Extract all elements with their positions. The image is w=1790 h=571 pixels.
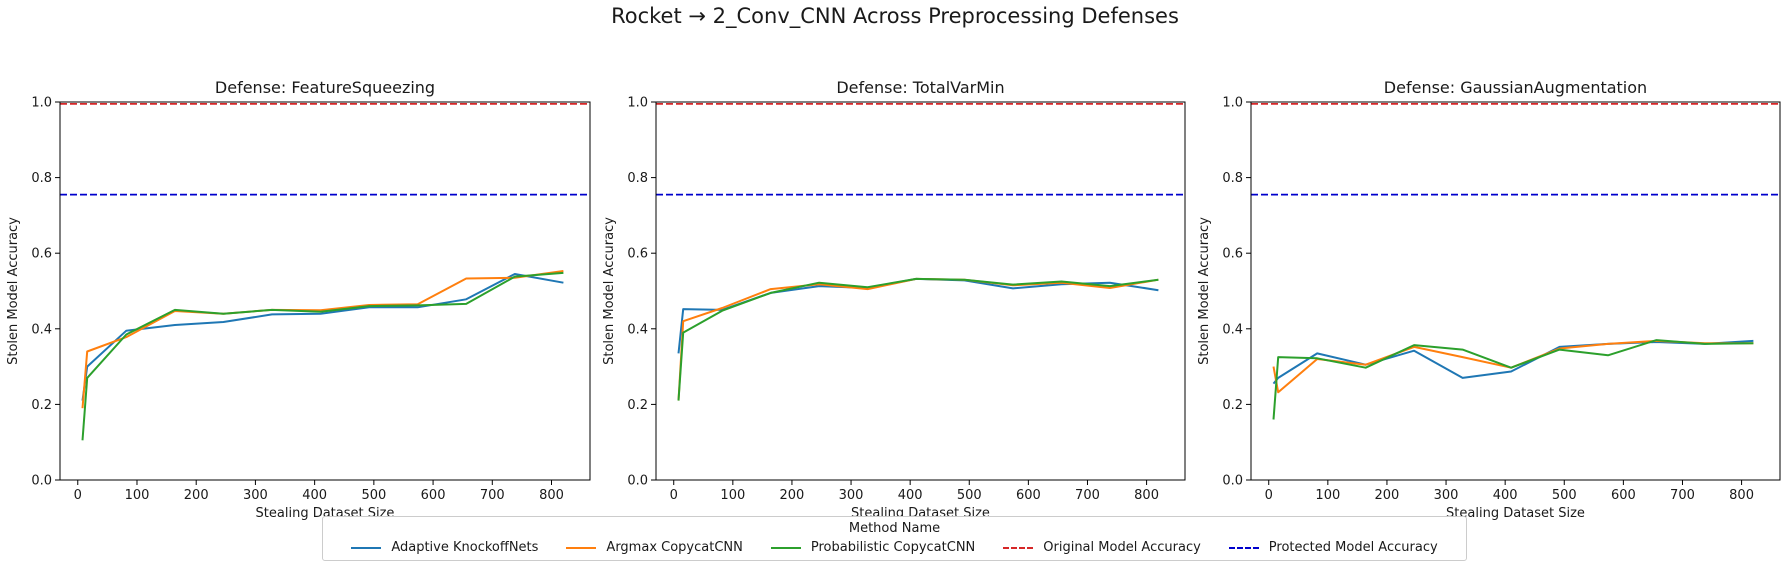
axes-frame xyxy=(1250,101,1781,481)
x-axis-label: Stealing Dataset Size xyxy=(1446,506,1585,521)
y-tick-label: 0.8 xyxy=(1222,171,1243,186)
legend-items: Adaptive KnockoffNets Argmax CopycatCNN Pr… xyxy=(323,540,1466,555)
y-axis-label: Stolen Model Accuracy xyxy=(602,217,617,365)
y-tick-label: 0.4 xyxy=(31,322,52,337)
x-tick-label: 800 xyxy=(1134,488,1159,503)
x-tick-label: 500 xyxy=(1552,488,1577,503)
legend-item: Argmax CopycatCNN xyxy=(566,540,743,555)
x-tick-label: 500 xyxy=(957,488,982,503)
x-tick-label: 500 xyxy=(361,488,386,503)
x-tick-label: 100 xyxy=(125,488,150,503)
x-tick-label: 800 xyxy=(539,488,564,503)
x-tick-label: 400 xyxy=(1493,488,1518,503)
legend-swatch xyxy=(1228,546,1259,549)
y-tick-label: 1.0 xyxy=(1222,96,1243,111)
legend-item: Adaptive KnockoffNets xyxy=(351,540,538,555)
y-axis-label: Stolen Model Accuracy xyxy=(6,217,21,365)
legend-swatch xyxy=(770,546,801,549)
legend-item: Protected Model Accuracy xyxy=(1228,540,1438,555)
x-tick-label: 600 xyxy=(1016,488,1041,503)
x-tick-label: 0 xyxy=(74,488,82,503)
x-tick-label: 200 xyxy=(184,488,209,503)
legend-item: Probabilistic CopycatCNN xyxy=(770,540,976,555)
y-tick-label: 1.0 xyxy=(627,96,648,111)
subplot-1: Defense: FeatureSqueezing 0 100 200 300 400 50… xyxy=(6,78,591,521)
x-tick-label: 100 xyxy=(1315,488,1340,503)
y-tick-label: 0.4 xyxy=(1222,322,1243,337)
x-tick-label: 400 xyxy=(898,488,923,503)
y-tick-label: 0.6 xyxy=(1222,247,1243,262)
series-line xyxy=(677,277,1159,354)
y-tick-label: 0.2 xyxy=(627,398,648,413)
x-tick-label: 0 xyxy=(1265,488,1273,503)
x-tick-label: 300 xyxy=(839,488,864,503)
y-tick-label: 0.8 xyxy=(627,171,648,186)
y-tick-label: 0.6 xyxy=(31,247,52,262)
x-tick-label: 0 xyxy=(670,488,678,503)
legend: Method Name Adaptive KnockoffNets Argmax … xyxy=(322,516,1467,561)
x-tick-label: 100 xyxy=(720,488,745,503)
series-line xyxy=(1272,339,1754,420)
y-axis-label: Stolen Model Accuracy xyxy=(1197,217,1212,365)
legend-item: Original Model Accuracy xyxy=(1003,540,1201,555)
y-tick-label: 0.2 xyxy=(31,398,52,413)
subplot-3: Defense: GaussianAugmentation 0 100 200 300 4… xyxy=(1197,78,1781,521)
y-tick-label: 0.0 xyxy=(1222,474,1243,489)
x-tick-label: 300 xyxy=(1434,488,1459,503)
series-line xyxy=(677,277,1159,401)
y-tick-label: 0.6 xyxy=(627,247,648,262)
legend-label: Probabilistic CopycatCNN xyxy=(810,540,976,555)
x-tick-label: 600 xyxy=(1611,488,1636,503)
x-tick-label: 200 xyxy=(780,488,805,503)
x-tick-label: 600 xyxy=(421,488,446,503)
x-tick-label: 700 xyxy=(1670,488,1695,503)
series-line xyxy=(81,270,564,409)
y-tick-label: 0.4 xyxy=(627,322,648,337)
x-tick-label: 700 xyxy=(1075,488,1100,503)
legend-swatch xyxy=(351,546,382,549)
y-tick-label: 0.2 xyxy=(1222,398,1243,413)
legend-title: Method Name xyxy=(848,521,941,536)
legend-label: Argmax CopycatCNN xyxy=(606,540,743,555)
y-tick-label: 0.8 xyxy=(31,171,52,186)
subplot-title: Defense: FeatureSqueezing xyxy=(215,78,435,97)
subplot-title: Defense: TotalVarMin xyxy=(836,78,1004,97)
legend-label: Original Model Accuracy xyxy=(1043,540,1201,555)
y-tick-label: 0.0 xyxy=(31,474,52,489)
series-line xyxy=(81,273,564,401)
axes-frame xyxy=(59,101,591,481)
y-tick-label: 0.0 xyxy=(627,474,648,489)
legend-label: Adaptive KnockoffNets xyxy=(391,540,539,555)
legend-swatch xyxy=(566,546,597,549)
x-tick-label: 400 xyxy=(302,488,327,503)
legend-label: Protected Model Accuracy xyxy=(1268,540,1438,555)
x-tick-label: 200 xyxy=(1375,488,1400,503)
legend-swatch xyxy=(1003,546,1034,549)
x-tick-label: 300 xyxy=(243,488,268,503)
axes-frame xyxy=(655,101,1186,481)
x-tick-label: 700 xyxy=(480,488,505,503)
subplot-2: Defense: TotalVarMin 0 100 200 300 400 500 600 7… xyxy=(602,78,1186,521)
series-line xyxy=(81,271,564,441)
x-tick-label: 800 xyxy=(1729,488,1754,503)
series-line xyxy=(677,277,1159,401)
figure-title: Rocket → 2_Conv_CNN Across Preprocessing… xyxy=(611,4,1179,28)
subplot-title: Defense: GaussianAugmentation xyxy=(1384,78,1647,97)
y-tick-label: 1.0 xyxy=(31,96,52,111)
